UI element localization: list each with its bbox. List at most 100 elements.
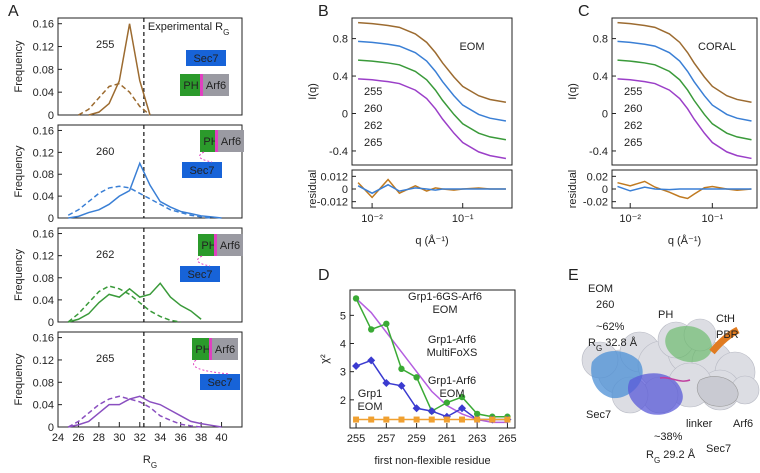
y-tick-label: 0.16	[33, 125, 54, 137]
panel-letter: A	[8, 3, 19, 20]
x-tick-label: 24	[52, 432, 64, 444]
plot-frame	[611, 17, 758, 166]
x-tick-label: 10⁻²	[361, 213, 383, 225]
domain-sec7	[180, 266, 220, 282]
marker	[368, 416, 375, 423]
domain-ph-label: PH	[203, 136, 218, 148]
y-tick-label: -0.012	[317, 197, 348, 209]
x-tick-label: 10⁻¹	[701, 213, 723, 225]
series-line	[68, 161, 222, 219]
marker	[367, 326, 375, 333]
series-name: 255	[364, 86, 382, 98]
domain-arf6	[212, 338, 238, 360]
domain-linker	[199, 151, 213, 163]
domain-ph-label: PH	[201, 240, 216, 252]
series-line	[617, 21, 752, 104]
y-tick-label: -0.4	[329, 146, 348, 158]
marker	[443, 416, 450, 423]
structure-label: RG 29.2 Å	[646, 448, 696, 465]
series-line	[67, 395, 202, 428]
x-axis-label: q (Å⁻¹)	[668, 234, 701, 247]
y-axis-label: Frequency	[13, 40, 25, 92]
x-tick-label: 40	[215, 432, 227, 444]
series-name: 265	[624, 137, 642, 149]
series-name: MultiFoXS	[427, 347, 478, 359]
domain-sec7-label: Sec7	[207, 377, 232, 389]
x-tick-label: 10⁻²	[619, 213, 641, 225]
y-axis-label: I(q)	[307, 83, 319, 100]
series-line	[88, 23, 151, 116]
panel-letter: D	[318, 267, 330, 284]
series-line	[67, 185, 212, 219]
panel-letter: E	[568, 267, 579, 284]
x-axis-label-part: R	[143, 454, 151, 466]
domain-sec7	[200, 374, 240, 390]
structure-label-part: G	[654, 456, 660, 465]
y-tick-label: 0.12	[33, 147, 54, 159]
structure-label: ~62%	[596, 321, 625, 333]
y-tick-label: 0.16	[33, 229, 54, 241]
series-line	[357, 178, 506, 199]
plot-frame	[57, 124, 243, 219]
y-tick-label: 0.12	[33, 42, 54, 54]
marker	[413, 416, 420, 423]
y-tick-label: 0	[48, 317, 54, 329]
series-label: 262	[96, 249, 114, 261]
domain-arf6	[218, 130, 244, 152]
annotation-part: G	[223, 28, 229, 37]
ribbon-arf6	[696, 376, 739, 407]
structure-label: Arf6	[733, 418, 753, 430]
domain-ph-label: PH	[183, 80, 198, 92]
marker	[352, 362, 361, 371]
plot-frame	[57, 227, 243, 323]
panel-letter: B	[318, 3, 329, 20]
marker	[412, 404, 421, 413]
series-line	[78, 82, 151, 116]
y-tick-label: 0	[48, 213, 54, 225]
y-tick-label: 0.08	[33, 169, 54, 181]
marker	[428, 416, 435, 423]
marker	[458, 404, 467, 413]
series-label: 260	[96, 146, 114, 158]
y-tick-label: -0.02	[583, 197, 608, 209]
x-axis-label-part: G	[151, 461, 157, 470]
linker	[659, 376, 691, 382]
series-line	[617, 185, 752, 192]
x-tick-label: 259	[407, 433, 425, 445]
plot-frame	[349, 289, 516, 429]
series-name: 260	[364, 103, 382, 115]
marker	[352, 295, 360, 302]
domain-arf6-label: Arf6	[221, 136, 241, 148]
structure-label: 260	[596, 299, 614, 311]
x-tick-label: 257	[377, 433, 395, 445]
marker	[427, 407, 436, 416]
series-name: Grp1	[358, 388, 382, 400]
y-tick-label: 0.16	[33, 333, 54, 345]
annotation-part: Experimental R	[148, 21, 223, 33]
y-tick-label: 0	[342, 109, 348, 121]
series-name: 255	[624, 86, 642, 98]
series-line	[68, 395, 222, 428]
x-tick-label: 265	[498, 433, 516, 445]
series-name: 265	[364, 137, 382, 149]
y-tick-label: 0.04	[33, 400, 54, 412]
series-line	[617, 59, 752, 141]
domain-sec7-label: Sec7	[189, 165, 214, 177]
domain-ph-label: PH	[195, 344, 210, 356]
annotation: EOM	[459, 41, 484, 53]
x-tick-label: 34	[154, 432, 166, 444]
domain-link	[214, 234, 218, 256]
panel-letter: C	[578, 3, 590, 20]
marker	[353, 416, 360, 423]
marker	[473, 410, 481, 418]
y-tick-label: 0.012	[320, 171, 348, 183]
domain-arf6-label: Arf6	[215, 344, 235, 356]
domain-sec7-label: Sec7	[193, 53, 218, 65]
domain-arf6-label: Arf6	[206, 80, 226, 92]
marker	[398, 416, 405, 423]
series-name: Grp1-Arf6	[428, 375, 476, 387]
series-name: Grp1-6GS-Arf6	[408, 291, 482, 303]
annotation: Experimental RG	[148, 21, 229, 37]
y-tick-label: 5	[340, 310, 346, 322]
